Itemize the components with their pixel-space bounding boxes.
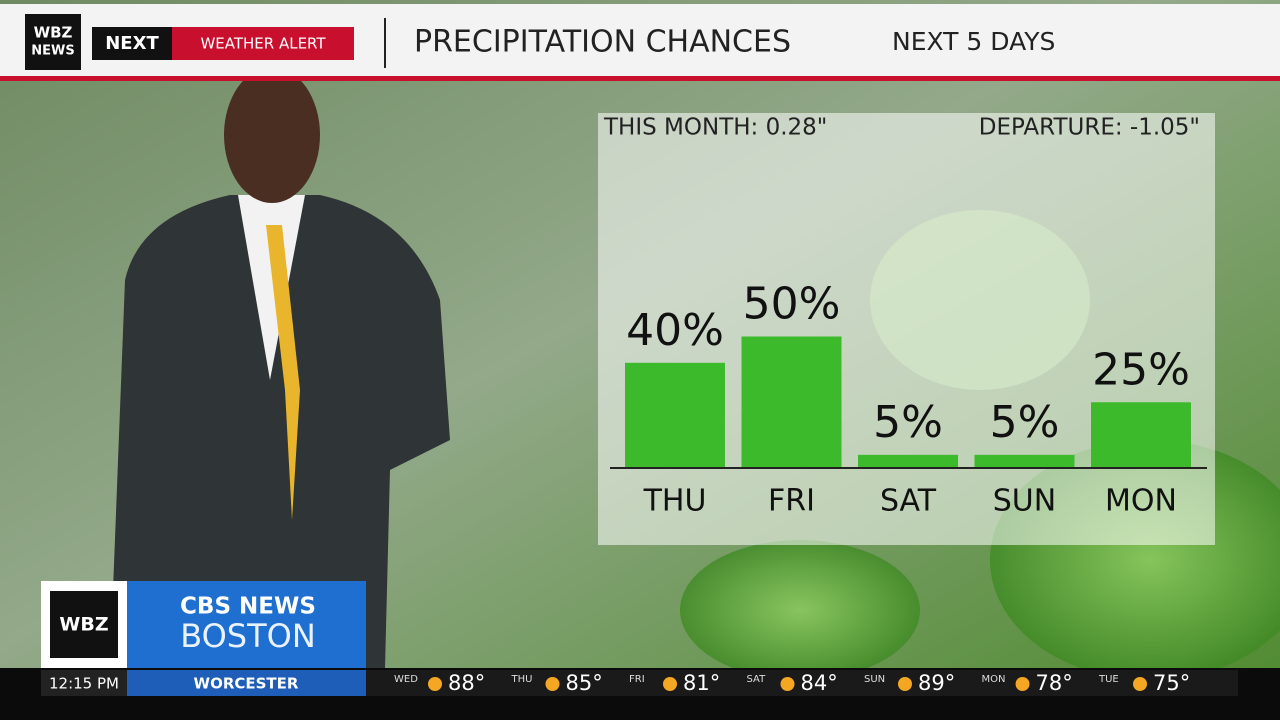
ticker-temp: 89° [918,671,955,695]
header-rule [0,76,1280,81]
alert-label: WEATHER ALERT [200,35,326,53]
value-label: 40% [626,305,724,356]
city: BOSTON [180,617,316,655]
network-box [127,581,366,668]
logo-text: NEWS [31,44,74,59]
logo-box [25,14,81,70]
x-tick-label: SAT [880,484,937,519]
weather-icon [545,677,560,691]
ticker-temp: 81° [683,671,720,695]
ticker-day: MON [982,674,1006,685]
weather-icon [780,677,795,691]
x-tick-label: THU [643,484,707,519]
station: WBZ [59,614,108,636]
brand-box [92,27,172,60]
ticker-day: FRI [629,674,645,685]
ticker-day: THU [511,674,533,685]
presenter [110,67,450,668]
chart-subtitle: NEXT 5 DAYS [892,27,1055,56]
bar [858,454,958,468]
weather-icon [428,677,442,691]
value-label: 5% [990,397,1060,448]
annotation: THIS MONTH: 0.28" [603,115,827,141]
station-logo [50,591,118,658]
x-tick-label: MON [1105,484,1177,519]
value-label: 25% [1092,344,1190,395]
weather-icon [1015,677,1030,691]
alert-box [172,27,354,60]
ticker-day: WED [394,674,418,685]
ticker-temp: 85° [566,671,603,695]
bar [974,454,1075,468]
ticker-day: SUN [864,674,885,685]
logo-text: WBZ [34,24,73,42]
ticker-temp: 78° [1036,671,1073,695]
ticker-day: SAT [747,674,767,685]
location: WORCESTER [194,675,299,693]
ticker-temp: 75° [1153,671,1190,695]
forecast-strip [366,670,1238,696]
ticker-temp: 84° [801,671,838,695]
value-label: 5% [873,397,943,448]
location-box [127,670,366,696]
leaf [680,540,920,680]
network: CBS NEWS [180,594,316,620]
brand: NEXT [105,33,159,54]
weather-icon [663,677,677,691]
weather-icon [1133,677,1147,691]
weather-icon [898,677,912,691]
chart-panel [598,113,1215,545]
annotation: DEPARTURE: -1.05" [979,115,1200,141]
bar [625,362,725,468]
bar [741,336,842,468]
time: 12:15 PM [49,675,119,693]
ticker-day: TUE [1098,674,1119,685]
x-tick-label: SUN [993,484,1056,519]
bar [1091,402,1191,468]
value-label: 50% [743,279,841,330]
x-tick-label: FRI [768,484,815,519]
time-box [41,670,127,696]
chart-title: PRECIPITATION CHANCES [414,25,791,60]
ticker-temp: 88° [448,671,485,695]
